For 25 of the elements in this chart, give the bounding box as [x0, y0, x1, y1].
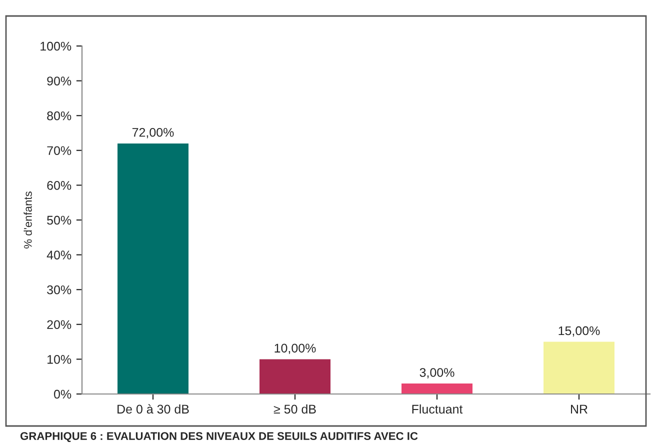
text: GRAPHIQUE 6 : EVALUATION DES NIVEAUX DE SEUILS AUDITIFS AVEC IC	[20, 432, 418, 442]
bar	[402, 384, 472, 394]
y-tick-label: 60%	[47, 181, 72, 190]
y-tick-label: 0%	[54, 390, 72, 399]
data-label: 15,00%	[558, 326, 600, 337]
data-label: 3,00%	[420, 368, 454, 378]
x-tick-label: NR	[571, 404, 588, 414]
y-tick-label: 20%	[47, 320, 72, 330]
y-tick-label: 10%	[48, 355, 72, 364]
y-tick-label: 40%	[46, 250, 72, 260]
x-tick-label: De 0 à 30 dB	[118, 404, 189, 414]
y-tick-label: 100%	[40, 42, 72, 51]
y-axis-title: % d'enfants	[24, 192, 32, 248]
data-label: 10,00%	[274, 344, 316, 354]
y-tick-label: 90%	[47, 76, 72, 86]
y-tick-label: 50%	[47, 216, 72, 225]
bar	[260, 359, 330, 394]
x-tick-label: ≥ 50 dB	[274, 404, 316, 414]
bar	[118, 143, 188, 394]
y-tick-label: 30%	[47, 285, 72, 294]
bar	[544, 342, 614, 394]
y-tick-label: 80%	[47, 111, 72, 120]
y-tick-label: 70%	[47, 146, 72, 156]
x-tick-label: Fluctuant	[412, 404, 463, 414]
data-label: 72,00%	[132, 128, 174, 138]
